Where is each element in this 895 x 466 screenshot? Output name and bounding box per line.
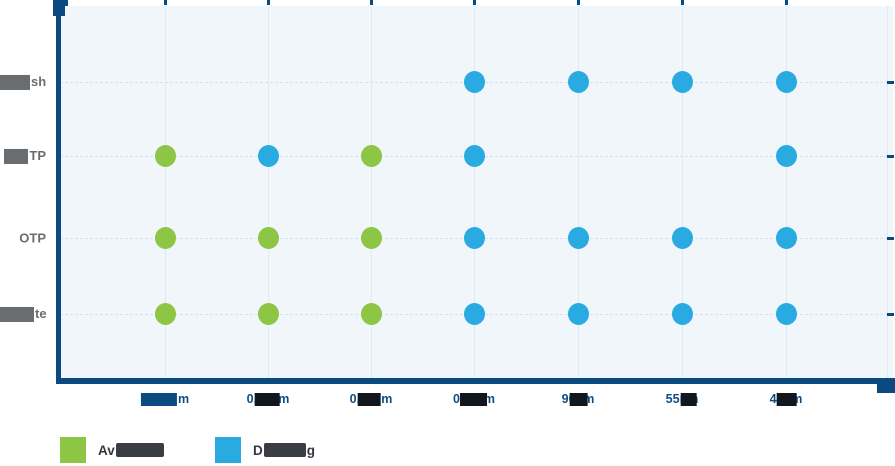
y-axis-label: OTP (0, 231, 46, 246)
x-axis-label: 55nm (666, 392, 698, 406)
top-axis-tick (473, 0, 476, 5)
redaction-block (263, 443, 306, 457)
dot-available (154, 303, 176, 325)
redaction-block (569, 393, 588, 406)
top-axis-tick (785, 0, 788, 5)
redaction-block (115, 443, 164, 457)
vertical-gridline (887, 6, 888, 378)
redaction-block (140, 393, 177, 407)
y-axis-label: te (0, 305, 47, 323)
vertical-gridline (578, 6, 579, 378)
dot-available (360, 303, 382, 325)
x-axis-label: 0.18µm (247, 392, 289, 406)
legend-label: Av (98, 443, 165, 458)
legend-swatch (215, 437, 241, 463)
dot-available (154, 145, 176, 167)
dot-developing (257, 145, 279, 167)
x-axis-label: 90nm (562, 392, 594, 406)
redaction-block (4, 149, 29, 165)
dot-available (360, 145, 382, 167)
redaction-block (776, 393, 797, 406)
plot-area (60, 6, 893, 378)
x-axis-label: 0.15µm (350, 392, 392, 406)
y-axis-label: TP (0, 147, 46, 165)
dot-developing (463, 71, 485, 93)
vertical-gridline (786, 6, 787, 378)
vertical-gridline (371, 6, 372, 378)
dot-developing (775, 303, 797, 325)
dot-developing (775, 145, 797, 167)
x-axis-label: m (140, 392, 190, 407)
redaction-block (0, 75, 30, 91)
dot-developing (671, 227, 693, 249)
dot-available (360, 227, 382, 249)
y-axis-line (56, 6, 61, 378)
dot-developing (671, 71, 693, 93)
vertical-gridline (165, 6, 166, 378)
dot-developing (567, 227, 589, 249)
redaction-block (357, 393, 381, 406)
dot-available (154, 227, 176, 249)
top-axis-tick (577, 0, 580, 5)
redaction-block (254, 393, 280, 406)
top-axis-tick (681, 0, 684, 5)
redaction-block (680, 393, 697, 406)
top-axis-tick (164, 0, 167, 5)
right-axis-tick (887, 155, 894, 158)
dot-developing (671, 303, 693, 325)
dot-developing (463, 227, 485, 249)
redaction-block (0, 307, 34, 323)
vertical-gridline (682, 6, 683, 378)
legend-label-text: D (253, 442, 263, 458)
legend-swatch (60, 437, 86, 463)
y-axis-top-cap (53, 0, 65, 16)
dot-available (257, 303, 279, 325)
right-axis-tick (887, 81, 894, 84)
top-axis-tick (370, 0, 373, 5)
redaction-block (459, 393, 488, 406)
y-axis-label-text: TP (29, 147, 46, 163)
right-axis-tick (887, 237, 894, 240)
x-axis-label: 40nm (770, 392, 802, 406)
dot-available (257, 227, 279, 249)
y-axis-label-text: OTP (19, 230, 46, 246)
top-axis-tick (267, 0, 270, 5)
dot-developing (775, 71, 797, 93)
y-axis-label-text: sh (31, 73, 47, 89)
y-axis-label-text: te (35, 305, 47, 321)
vertical-gridline (268, 6, 269, 378)
vertical-gridline (474, 6, 475, 378)
dot-developing (463, 145, 485, 167)
dot-developing (775, 227, 797, 249)
dot-developing (567, 71, 589, 93)
legend-item: Av (60, 437, 165, 463)
y-axis-label: sh (0, 73, 47, 91)
x-axis-end-block (877, 384, 895, 393)
x-axis-line (56, 378, 895, 384)
x-axis-label: 0.11µm (453, 392, 495, 406)
dot-developing (567, 303, 589, 325)
x-axis-label-text: m (177, 392, 190, 406)
dot-developing (463, 303, 485, 325)
legend-label-text: g (306, 442, 315, 458)
right-axis-tick (887, 313, 894, 316)
y-axis-top-tick (65, 0, 68, 6)
legend-label-text: Av (98, 442, 115, 458)
